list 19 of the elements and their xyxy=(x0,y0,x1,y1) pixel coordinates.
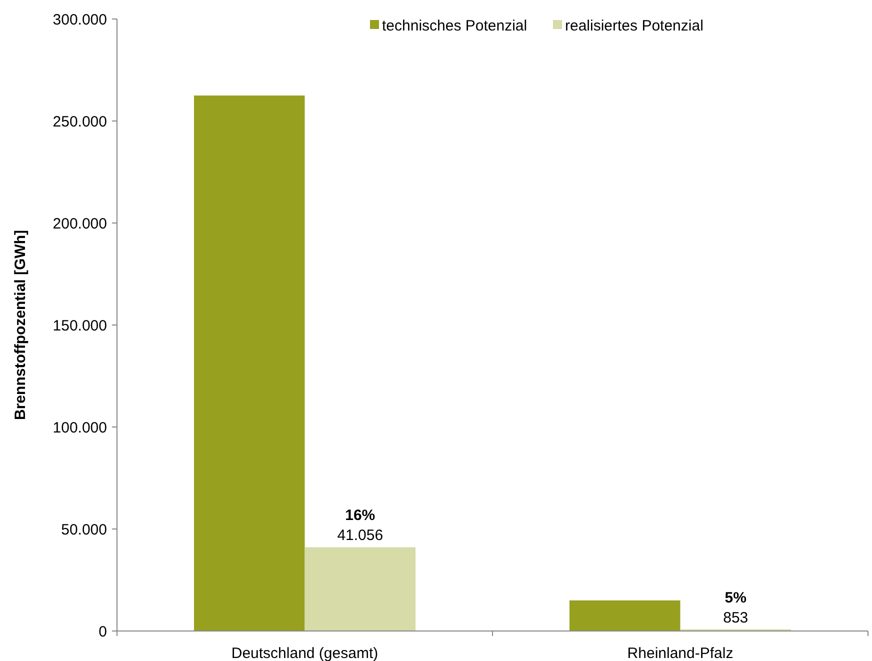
y-tick-label: 200.000 xyxy=(52,215,107,232)
y-tick-label: 50.000 xyxy=(61,521,107,538)
y-tick-label: 250.000 xyxy=(52,113,107,130)
data-label: 853 xyxy=(723,609,748,626)
bar xyxy=(194,96,305,631)
x-tick-label: Rheinland-Pfalz xyxy=(627,645,734,661)
y-tick-label: 0 xyxy=(98,623,107,640)
legend-label: realisiertes Potenzial xyxy=(565,17,704,34)
annotation: 5% xyxy=(724,589,746,606)
legend-label: technisches Potenzial xyxy=(382,17,528,34)
y-tick-label: 150.000 xyxy=(52,317,107,334)
data-label: 41.056 xyxy=(337,527,384,544)
x-tick-label: Deutschland (gesamt) xyxy=(231,645,378,661)
annotation: 16% xyxy=(345,507,376,524)
bar xyxy=(304,547,416,631)
y-tick-label: 300.000 xyxy=(52,11,107,28)
bar xyxy=(569,600,680,631)
y-tick-label: 100.000 xyxy=(52,419,107,436)
y-axis-title: Brennstoffpozential [GWh] xyxy=(12,230,29,420)
